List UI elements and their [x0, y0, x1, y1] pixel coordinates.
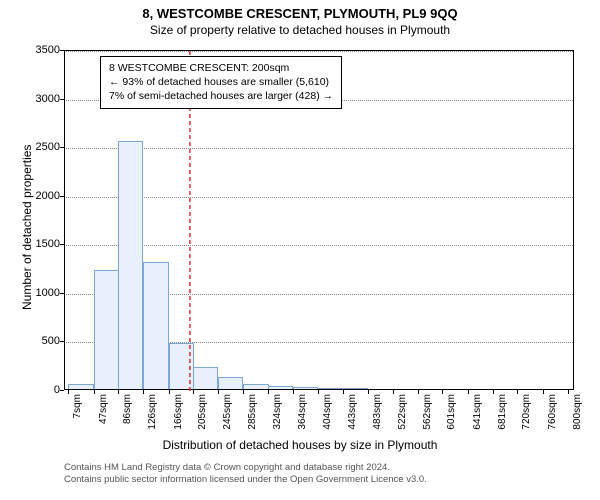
xtick-label: 324sqm [272, 394, 283, 430]
attribution-text: Contains HM Land Registry data © Crown c… [64, 462, 427, 487]
annotation-line: ← 93% of detached houses are smaller (5,… [109, 75, 333, 89]
annotation-box: 8 WESTCOMBE CRESCENT: 200sqm← 93% of det… [100, 56, 342, 109]
ytick-label: 1500 [10, 238, 60, 250]
xtick-mark [442, 390, 443, 394]
y-axis-label: Number of detached properties [20, 145, 34, 310]
ytick-mark [60, 244, 64, 245]
xtick-mark [293, 390, 294, 394]
ytick-label: 3500 [10, 44, 60, 56]
xtick-mark [393, 390, 394, 394]
ytick-label: 3000 [10, 93, 60, 105]
xtick-label: 483sqm [372, 394, 383, 430]
xtick-label: 601sqm [446, 394, 457, 430]
xtick-label: 443sqm [347, 394, 358, 430]
xtick-label: 166sqm [173, 394, 184, 430]
y-axis-line [64, 51, 65, 390]
annotation-line: 8 WESTCOMBE CRESCENT: 200sqm [109, 61, 333, 75]
xtick-mark [493, 390, 494, 394]
xtick-mark [368, 390, 369, 394]
xtick-label: 364sqm [297, 394, 308, 430]
gridline-h [64, 51, 573, 52]
xtick-label: 641sqm [472, 394, 483, 430]
ytick-mark [60, 390, 64, 391]
ytick-label: 1000 [10, 287, 60, 299]
attribution-line: Contains public sector information licen… [64, 474, 427, 486]
xtick-label: 7sqm [72, 394, 83, 418]
xtick-label: 562sqm [422, 394, 433, 430]
xtick-mark [118, 390, 119, 394]
xtick-mark [318, 390, 319, 394]
ytick-mark [60, 147, 64, 148]
xtick-mark [68, 390, 69, 394]
xtick-label: 522sqm [397, 394, 408, 430]
xtick-label: 404sqm [322, 394, 333, 430]
xtick-mark [543, 390, 544, 394]
xtick-label: 681sqm [497, 394, 508, 430]
xtick-mark [568, 390, 569, 394]
xtick-mark [418, 390, 419, 394]
ytick-label: 0 [10, 384, 60, 396]
xtick-label: 86sqm [122, 394, 133, 424]
ytick-label: 2000 [10, 190, 60, 202]
xtick-mark [143, 390, 144, 394]
xtick-mark [218, 390, 219, 394]
xtick-mark [517, 390, 518, 394]
xtick-mark [169, 390, 170, 394]
xtick-label: 126sqm [147, 394, 158, 430]
xtick-label: 800sqm [572, 394, 583, 430]
histogram-bar [118, 141, 143, 390]
ytick-mark [60, 99, 64, 100]
xtick-label: 760sqm [547, 394, 558, 430]
histogram-bar [193, 367, 218, 390]
xtick-mark [468, 390, 469, 394]
page-title: 8, WESTCOMBE CRESCENT, PLYMOUTH, PL9 9QQ [0, 0, 600, 21]
xtick-mark [193, 390, 194, 394]
ytick-mark [60, 196, 64, 197]
xtick-mark [94, 390, 95, 394]
page-subtitle: Size of property relative to detached ho… [0, 21, 600, 37]
ytick-label: 500 [10, 335, 60, 347]
xtick-label: 47sqm [98, 394, 109, 424]
xtick-label: 720sqm [521, 394, 532, 430]
histogram-bar [169, 343, 194, 390]
x-axis-label: Distribution of detached houses by size … [0, 438, 600, 452]
xtick-mark [243, 390, 244, 394]
ytick-mark [60, 50, 64, 51]
ytick-mark [60, 341, 64, 342]
xtick-mark [343, 390, 344, 394]
attribution-line: Contains HM Land Registry data © Crown c… [64, 462, 427, 474]
ytick-label: 2500 [10, 141, 60, 153]
annotation-line: 7% of semi-detached houses are larger (4… [109, 89, 333, 103]
xtick-label: 285sqm [247, 394, 258, 430]
xtick-label: 205sqm [197, 394, 208, 430]
xtick-mark [268, 390, 269, 394]
histogram-bar [94, 270, 119, 390]
histogram-bar [143, 262, 168, 390]
xtick-label: 245sqm [222, 394, 233, 430]
ytick-mark [60, 293, 64, 294]
